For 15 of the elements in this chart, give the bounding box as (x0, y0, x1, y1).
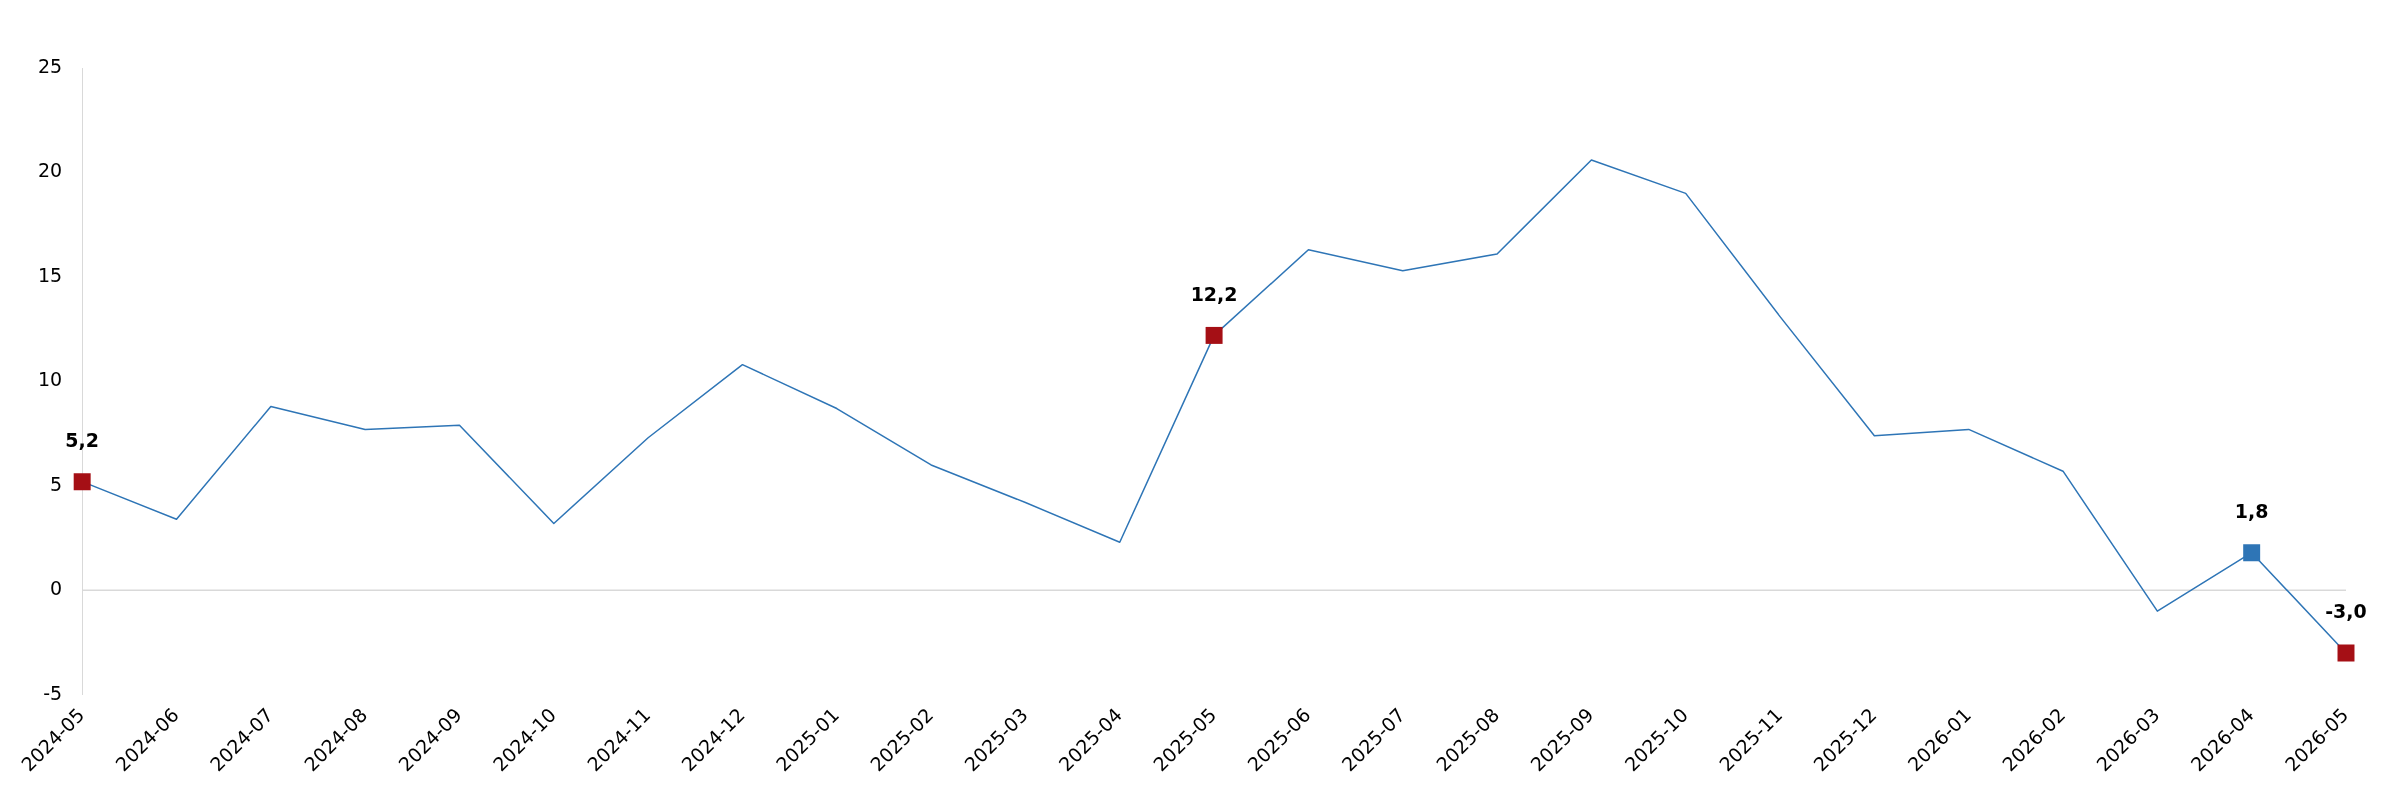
y-tick-label: 20 (37, 159, 63, 182)
y-tick-label: 0 (50, 577, 63, 600)
data-label: 5,2 (65, 429, 100, 452)
data-label: 12,2 (1190, 282, 1238, 305)
y-tick-label: 5 (50, 472, 63, 495)
point (73, 473, 91, 491)
y-tick-label: 15 (37, 263, 63, 286)
data-label: 1,8 (2234, 500, 2269, 523)
y-tick-label: -5 (43, 681, 63, 704)
point (1205, 326, 1223, 344)
point (2243, 544, 2261, 562)
data-label: -3,0 (2325, 600, 2367, 623)
y-tick-label: 10 (37, 368, 63, 391)
point (2337, 644, 2355, 662)
y-tick-label: 25 (37, 54, 63, 77)
